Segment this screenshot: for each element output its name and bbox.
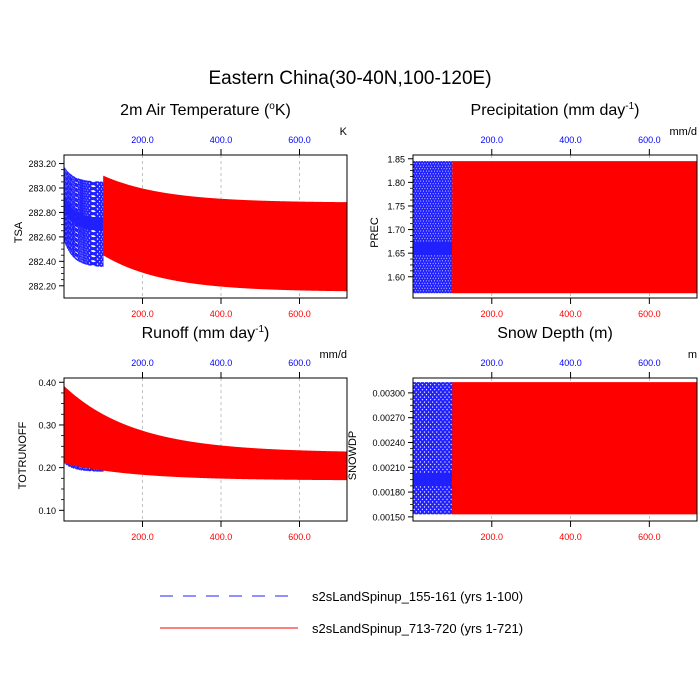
bottom-x-tick-label: 200.0: [481, 532, 504, 542]
y-tick-label: 282.20: [28, 281, 56, 291]
y-tick-label: 0.00150: [372, 512, 405, 522]
bottom-x-tick-label: 600.0: [288, 532, 311, 542]
y-tick-label: 1.65: [387, 249, 405, 259]
plot-frame: [63, 377, 348, 522]
series-line-blue: [413, 382, 453, 515]
series-mean-red: [64, 422, 347, 476]
bottom-x-tick-label: 200.0: [481, 309, 504, 319]
bottom-x-tick-label: 400.0: [559, 532, 582, 542]
panel-title: Precipitation (mm day-1): [471, 101, 640, 119]
top-x-tick-label: 600.0: [288, 135, 311, 145]
panel-title: Runoff (mm day-1): [142, 324, 270, 342]
panel-title-end: ): [264, 325, 269, 342]
y-axis-label: TSA: [13, 221, 25, 243]
y-tick-label: 1.70: [387, 225, 405, 235]
panel-snowdp: Snow Depth (m) m SNOWDP 0.00150 0.00180 0.002…: [347, 325, 698, 542]
legend-label-red: s2sLandSpinup_713-720 (yrs 1-721): [312, 621, 523, 636]
plot-area: [413, 161, 697, 294]
panel-title-main: Snow Depth (m): [497, 325, 613, 342]
y-tick-label: 0.00270: [372, 413, 405, 423]
y-tick-label: 0.30: [38, 420, 56, 430]
y-axis-label: PREC: [369, 217, 381, 248]
y-tick-label: 283.20: [28, 159, 56, 169]
bottom-x-tick-label: 400.0: [559, 309, 582, 319]
legend-label-blue: s2sLandSpinup_155-161 (yrs 1-100): [312, 589, 523, 604]
units-label: m: [688, 349, 697, 361]
plot-area: [64, 167, 347, 292]
series-mean-blue: [413, 473, 454, 487]
figure-title: Eastern China(30-40N,100-120E): [208, 68, 491, 89]
y-axis-label: SNOWDP: [347, 431, 359, 481]
y-tick-label: 283.00: [28, 184, 56, 194]
bottom-x-tick-label: 200.0: [131, 309, 154, 319]
series-line-red: [452, 382, 697, 515]
bottom-x-tick-label: 400.0: [210, 532, 233, 542]
y-tick-label: 0.00180: [372, 488, 405, 498]
panel-title: Snow Depth (m): [497, 325, 613, 342]
panel-title-sup: -1: [625, 101, 634, 112]
panel-prec: Precipitation (mm day-1) mm/d PREC 1.60 1.65…: [369, 101, 698, 319]
top-x-tick-label: 600.0: [288, 358, 311, 368]
y-tick-label: 0.40: [38, 378, 56, 388]
y-axis-label: TOTRUNOFF: [17, 421, 29, 489]
y-tick-label: 282.40: [28, 257, 56, 267]
top-x-tick-label: 200.0: [481, 358, 504, 368]
y-tick-label: 0.00210: [372, 463, 405, 473]
top-x-tick-label: 600.0: [638, 358, 661, 368]
top-x-tick-label: 600.0: [638, 135, 661, 145]
series-line-red: [452, 161, 697, 294]
plot-frame: [63, 154, 348, 299]
y-tick-label: 1.75: [387, 201, 405, 211]
y-tick-label: 1.80: [387, 178, 405, 188]
panel-title: 2m Air Temperature (oK): [120, 101, 291, 119]
series-line-blue: [64, 167, 104, 267]
units-label: mm/d: [320, 349, 348, 361]
panel-runoff: Runoff (mm day-1) mm/d TOTRUNOFF 0.10 0.20 0.…: [17, 324, 348, 542]
top-x-tick-label: 400.0: [210, 135, 233, 145]
units-label: mm/d: [670, 126, 698, 138]
top-x-tick-label: 200.0: [481, 135, 504, 145]
bottom-x-tick-label: 600.0: [288, 309, 311, 319]
legend: s2sLandSpinup_155-161 (yrs 1-100) s2sLan…: [160, 589, 523, 636]
y-tick-label: 0.10: [38, 506, 56, 516]
series-mean-red: [451, 473, 697, 487]
series-mean-red: [102, 215, 347, 244]
plot-frame: [412, 377, 698, 522]
bottom-x-tick-label: 200.0: [131, 532, 154, 542]
y-tick-label: 0.00300: [372, 388, 405, 398]
top-x-tick-label: 400.0: [559, 135, 582, 145]
y-tick-label: 282.60: [28, 232, 56, 242]
bottom-x-tick-label: 400.0: [210, 309, 233, 319]
plot-area: [64, 386, 347, 481]
top-x-tick-label: 200.0: [131, 358, 154, 368]
plot-frame: [412, 154, 698, 299]
panel-title-main: 2m Air Temperature (: [120, 102, 270, 119]
series-mean-red: [451, 242, 697, 255]
y-tick-label: 1.60: [387, 272, 405, 282]
series-mean-blue: [413, 242, 454, 255]
y-tick-label: 1.85: [387, 154, 405, 164]
panel-title-end: K): [275, 102, 291, 119]
bottom-x-tick-label: 600.0: [638, 309, 661, 319]
panel-title-end: ): [634, 102, 639, 119]
top-x-tick-label: 400.0: [559, 358, 582, 368]
series-line-blue: [413, 161, 453, 294]
bottom-x-tick-label: 600.0: [638, 532, 661, 542]
y-tick-label: 282.80: [28, 208, 56, 218]
panel-title-sup: o: [269, 101, 275, 112]
y-tick-label: 0.20: [38, 463, 56, 473]
top-x-tick-label: 400.0: [210, 358, 233, 368]
panel-title-main: Runoff (mm day: [142, 325, 256, 342]
y-tick-label: 0.00240: [372, 438, 405, 448]
series-mean-blue: [64, 196, 104, 231]
series-line-red: [102, 175, 347, 292]
top-x-tick-label: 200.0: [131, 135, 154, 145]
panel-title-main: Precipitation (mm day: [471, 102, 626, 119]
panel-title-sup: -1: [255, 324, 264, 335]
units-label: K: [340, 126, 348, 138]
plot-area: [413, 382, 697, 515]
panel-tsa: 2m Air Temperature (oK) K TSA 282.20 282.40 2…: [13, 101, 348, 319]
